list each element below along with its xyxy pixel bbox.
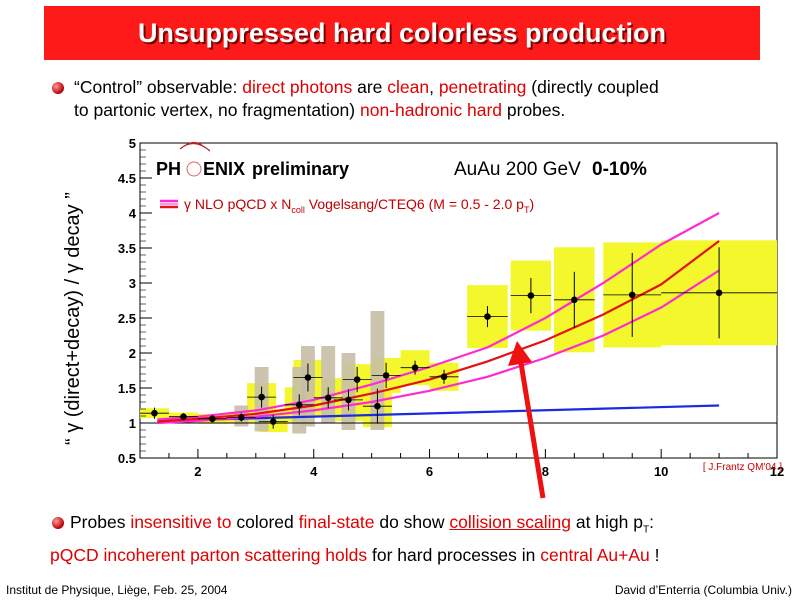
y-tick-label: 4 (129, 206, 137, 221)
phenix-logo-wings-icon (179, 141, 211, 152)
data-point (238, 414, 245, 421)
text-run-red: collision scaling (449, 512, 571, 532)
y-tick-label: 4.5 (118, 171, 136, 186)
text-run: Probes (70, 512, 131, 532)
data-point (440, 373, 448, 381)
conclusion-text: pQCD incoherent parton scattering holds … (50, 544, 790, 567)
x-tick-label: 6 (426, 464, 433, 479)
text-run: , (429, 77, 439, 97)
y-tick-label: 1.5 (118, 381, 136, 396)
system-label: AuAu 200 GeV (454, 159, 581, 180)
data-point (628, 291, 636, 299)
title-banner: Unsuppressed hard colorless production (44, 6, 760, 60)
subscript: T (642, 524, 650, 536)
legend-text: γ NLO pQCD x Ncoll Vogelsang/CTEQ6 (M = … (184, 196, 534, 215)
data-point (258, 393, 265, 401)
series-line-blue (157, 404, 720, 422)
legend-text-run: γ NLO pQCD x N (184, 196, 291, 212)
text-run: to partonic vertex, no fragmentation) (74, 100, 360, 120)
phenix-logo-left: PH (156, 159, 181, 179)
text-run: colored (231, 512, 299, 532)
bullet-icon (52, 82, 64, 94)
series-line-nlo-upper (157, 212, 720, 421)
data-point (304, 374, 312, 381)
annotation-arrow-shaft (518, 362, 546, 499)
text-run: at high p (570, 512, 643, 532)
data-point (345, 396, 352, 404)
y-tick-label: 5 (129, 136, 136, 151)
data-point (324, 394, 332, 402)
x-tick-label: 2 (194, 464, 201, 479)
text-run-red: clean (387, 77, 430, 97)
data-point (715, 289, 723, 297)
legend-subscript: T (524, 205, 530, 215)
data-point (151, 409, 158, 417)
data-point (527, 292, 535, 299)
text-run: ! (649, 545, 660, 565)
y-tick-label: 1 (129, 416, 136, 431)
text-run-red: non-hadronic hard (359, 100, 503, 120)
phenix-logo-star-icon (186, 161, 202, 177)
centrality-label: 0-10% (592, 159, 647, 180)
text-run-red: direct photons (242, 77, 353, 97)
citation-label: [ J.Frantz QM'04 ] (703, 462, 782, 473)
data-point (269, 418, 277, 425)
text-run: are (352, 77, 388, 97)
y-axis-label: “ γ (direct+decay) / γ decay ” (62, 192, 84, 445)
legend-text-run: ) (529, 196, 534, 212)
chart: 2 4 6 8 10 12 0.5 1 1.5 2 2.5 3 3.5 4 4.5 5 PH ENIX prelim… (118, 136, 784, 499)
sys-box-grey (321, 346, 336, 423)
series-line-nlo-lower (157, 269, 720, 425)
phenix-logo-right: ENIX (203, 159, 245, 179)
data-point (374, 402, 381, 410)
text-run-red: insensitive to (130, 512, 232, 532)
bullet-2-text: Probes insensitive to colored final-stat… (70, 511, 790, 542)
legend-text-run: Vogelsang/CTEQ6 (M = 0.5 - 2.0 p (305, 196, 524, 212)
y-tick-label: 0.5 (118, 451, 136, 466)
bullet-icon (52, 517, 64, 529)
footer-left: Institut de Physique, Liège, Feb. 25, 20… (6, 583, 228, 597)
y-tick-label: 3 (129, 276, 136, 291)
x-tick-label: 8 (542, 464, 549, 479)
data-point (411, 364, 419, 371)
x-tick-label: 10 (654, 464, 668, 479)
text-run: do show (374, 512, 450, 532)
data-point (295, 401, 303, 409)
y-tick-label: 3.5 (118, 241, 136, 256)
text-run-red: penetrating (438, 77, 527, 97)
bullet-1-text: “Control” observable: direct photons are… (74, 76, 784, 122)
x-tick-label: 4 (310, 464, 318, 479)
series-line-nlo-central (157, 240, 720, 423)
text-run: : (649, 512, 654, 532)
text-run-red: pQCD incoherent parton scattering holds (50, 545, 368, 565)
slide-title: Unsuppressed hard colorless production (137, 17, 667, 48)
data-point (209, 415, 216, 423)
x-tick-label: 12 (770, 464, 784, 479)
data-point (180, 413, 187, 421)
preliminary-label: preliminary (252, 159, 349, 179)
footer-right: David d’Enterria (Columbia Univ.) (614, 583, 792, 597)
y-tick-label: 2.5 (118, 311, 136, 326)
text-run: probes. (502, 100, 566, 120)
text-run-red: final-state (298, 512, 375, 532)
data-point (353, 376, 361, 383)
data-point (571, 296, 578, 304)
text-run: “Control” observable: (74, 77, 243, 97)
annotation-arrow-head-icon (508, 341, 532, 366)
text-run: (directly coupled (526, 77, 659, 97)
legend-subscript: coll (291, 205, 305, 215)
text-run: for hard processes in (367, 545, 541, 565)
y-tick-label: 2 (129, 346, 136, 361)
data-point (382, 372, 390, 379)
text-run-red: central Au+Au (540, 545, 650, 565)
data-point (484, 313, 491, 320)
